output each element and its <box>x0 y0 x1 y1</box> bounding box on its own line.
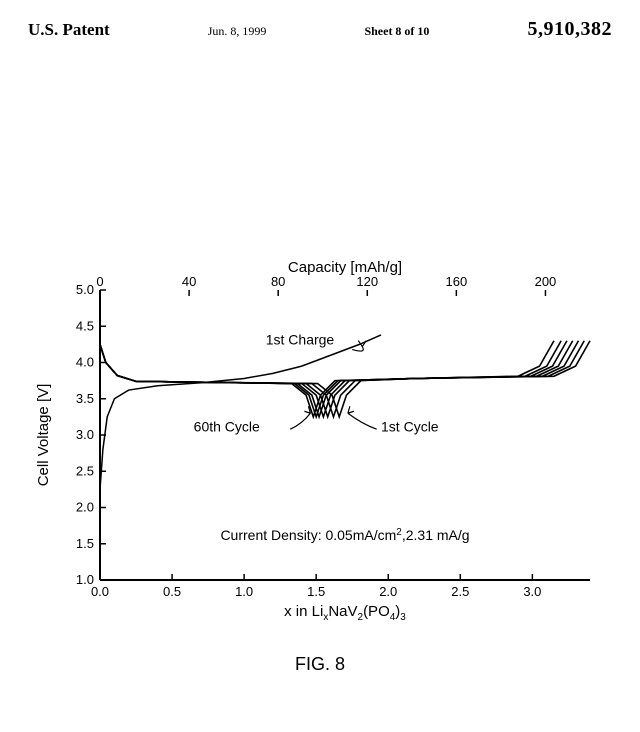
svg-text:3.0: 3.0 <box>523 584 541 599</box>
chart-svg: Capacity [mAh/g]040801201602000.00.51.01… <box>30 260 610 640</box>
svg-text:0.5: 0.5 <box>163 584 181 599</box>
svg-text:2.0: 2.0 <box>76 500 94 515</box>
header-sheet: Sheet 8 of 10 <box>364 24 429 39</box>
svg-text:2.5: 2.5 <box>451 584 469 599</box>
svg-text:1.5: 1.5 <box>76 536 94 551</box>
svg-text:1.5: 1.5 <box>307 584 325 599</box>
svg-text:x in LixNaV2(PO4)3: x in LixNaV2(PO4)3 <box>284 603 406 623</box>
patent-header: U.S. Patent Jun. 8, 1999 Sheet 8 of 10 5… <box>0 0 640 41</box>
svg-text:Current Density: 0.05mA/cm2,2.: Current Density: 0.05mA/cm2,2.31 mA/g <box>220 527 469 543</box>
svg-text:2.0: 2.0 <box>379 584 397 599</box>
svg-text:1.0: 1.0 <box>235 584 253 599</box>
figure-8: Capacity [mAh/g]040801201602000.00.51.01… <box>30 260 610 675</box>
svg-text:1st Cycle: 1st Cycle <box>381 418 439 434</box>
svg-text:5.0: 5.0 <box>76 282 94 297</box>
svg-text:60th Cycle: 60th Cycle <box>194 418 260 434</box>
header-date: Jun. 8, 1999 <box>208 24 267 39</box>
svg-text:Capacity [mAh/g]: Capacity [mAh/g] <box>288 260 402 276</box>
svg-text:1st Charge: 1st Charge <box>266 331 335 347</box>
svg-text:3.5: 3.5 <box>76 391 94 406</box>
svg-text:2.5: 2.5 <box>76 463 94 478</box>
svg-text:1.0: 1.0 <box>76 572 94 587</box>
svg-text:160: 160 <box>446 274 468 289</box>
svg-text:40: 40 <box>182 274 196 289</box>
svg-text:Cell Voltage [V]: Cell Voltage [V] <box>35 384 52 487</box>
svg-text:4.5: 4.5 <box>76 318 94 333</box>
svg-text:80: 80 <box>271 274 285 289</box>
svg-text:120: 120 <box>356 274 378 289</box>
svg-text:0: 0 <box>96 274 103 289</box>
header-patent-number: 5,910,382 <box>527 18 612 41</box>
svg-text:4.0: 4.0 <box>76 355 94 370</box>
svg-text:3.0: 3.0 <box>76 427 94 442</box>
header-left: U.S. Patent <box>28 20 110 40</box>
figure-caption: FIG. 8 <box>30 654 610 675</box>
svg-text:200: 200 <box>535 274 557 289</box>
